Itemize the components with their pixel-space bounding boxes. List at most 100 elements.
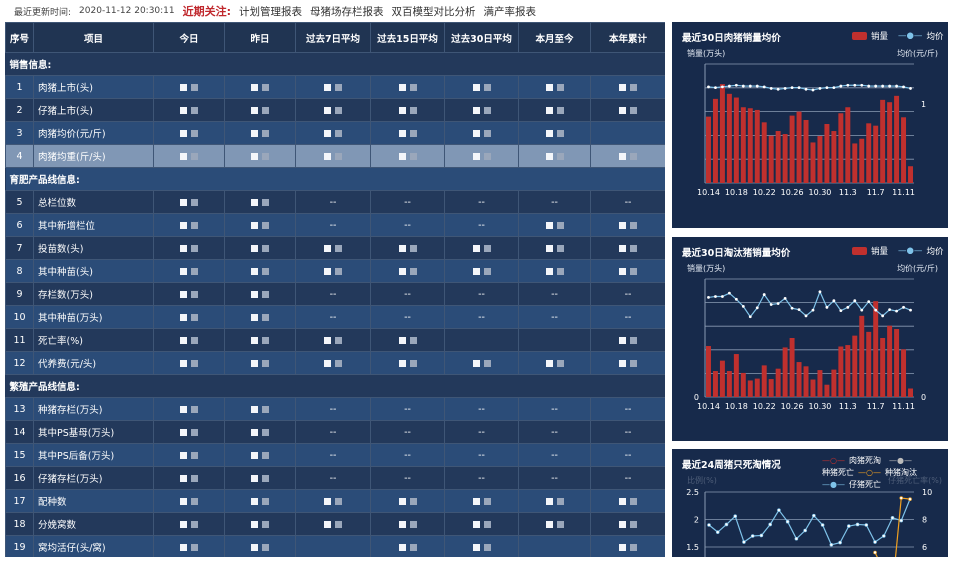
row-number: 12 [5,351,34,375]
masked-value-cell [224,328,296,352]
masked-value-cell [224,282,296,306]
masked-value-cell [153,75,225,99]
link-model-compare[interactable]: 双百模型对比分析 [391,5,476,18]
table-row[interactable]: 17 配种数 [5,489,665,513]
table-row[interactable]: 3 肉猪均价(元/斤) [5,121,665,145]
masked-value-cell [224,144,296,168]
bar [901,349,907,397]
table-row[interactable]: 12 代养费(元/头) [5,351,665,375]
masked-value-cell [224,443,296,467]
value-cell [518,535,591,557]
value-cell: -- [590,305,665,329]
masked-value-cell [295,144,371,168]
bar [873,125,879,183]
series-point [759,533,764,538]
value-cell: -- [590,397,665,421]
row-number: 2 [5,98,34,122]
chart-legend[interactable]: 销量 —●— 均价 [852,245,943,257]
column-header: 本月至今 [518,22,591,53]
masked-value-cell [295,98,371,122]
table-row[interactable]: 15 其中PS后备(万头) -- -- -- -- -- [5,443,665,467]
bar [894,329,900,397]
series-point [785,519,790,524]
section-row[interactable]: 繁殖产品线信息: [5,374,665,398]
price-point [853,299,857,303]
x-tick-label: 10.18 [725,402,748,411]
masked-value-cell [370,351,445,375]
masked-value-cell [295,351,371,375]
bar [712,98,718,183]
table-row[interactable]: 10 其中种苗(万头) -- -- -- -- -- [5,305,665,329]
masked-value-cell [370,489,445,513]
table-row[interactable]: 18 分娩窝数 [5,512,665,536]
bar [866,123,872,183]
bar [845,345,851,397]
table-row[interactable]: 11 死亡率(%) [5,328,665,352]
x-tick-label: 11.11 [892,402,915,411]
table-row[interactable]: 16 仔猪存栏(万头) -- -- -- -- -- [5,466,665,490]
masked-value-cell [590,512,665,536]
value-cell: -- [295,397,371,421]
row-item-name: 其中种苗(万头) [33,305,154,329]
bar [859,138,865,183]
link-plan-report[interactable]: 计划管理报表 [239,5,303,18]
table-row[interactable]: 7 投苗数(头) [5,236,665,260]
chart-legend[interactable]: 销量 —●— 均价 [852,30,943,42]
table-row[interactable]: 6 其中新增栏位 -- -- -- [5,213,665,237]
legend-label: 均价 [926,32,944,42]
value-cell: -- [590,420,665,444]
price-point [734,83,738,87]
value-cell: -- [518,190,591,214]
masked-value-cell [444,512,519,536]
value-cell [590,121,665,145]
value-cell: -- [370,443,445,467]
table-row[interactable]: 19 窝均活仔(头/窝) [5,535,665,557]
chart-legend[interactable]: —○— 肉猪死淘 —●— 种猪死亡 —○— 种猪淘汰 —●— 仔猪死亡 [822,455,947,490]
row-number: 5 [5,190,34,214]
updated-time: 2020-11-12 20:30:11 [79,6,175,16]
masked-value-cell [590,144,665,168]
bar [782,347,788,397]
price-point [860,83,864,87]
link-full-production-report[interactable]: 满产率报表 [483,5,537,18]
value-cell [518,328,591,352]
hog-sales-chart: 10.14 10.18 10.22 10.26 10.30 11.3 11.7 11.11 1 [697,63,926,197]
row-item-name: 代养费(元/头) [33,351,154,375]
value-cell: -- [444,420,519,444]
series-point [838,540,842,545]
masked-value-cell [295,328,371,352]
masked-value-cell [518,259,591,283]
table-row[interactable]: 14 其中PS基母(万头) -- -- -- -- -- [5,420,665,444]
table-row[interactable]: 2 仔猪上市(头) [5,98,665,122]
section-row[interactable]: 销售信息: [5,52,665,76]
section-row[interactable]: 育肥产品线信息: [5,167,665,191]
table-row[interactable]: 4 肉猪均重(斤/头) [5,144,665,168]
bar [761,122,767,183]
y-tick-label: 2.5 [686,488,699,497]
y-axis-label: 销量(万头) [687,264,726,273]
legend-hog-icon: —○— [822,456,845,465]
row-number: 16 [5,466,34,490]
row-number: 19 [5,535,34,557]
link-sow-inventory-report[interactable]: 母猪场存栏报表 [310,5,384,18]
legend-bar-swatch [852,32,867,40]
column-header: 项目 [33,22,154,53]
price-point [888,308,892,312]
table-row[interactable]: 8 其中种苗(头) [5,259,665,283]
price-point [846,305,850,309]
masked-value-cell [153,535,225,557]
table-row[interactable]: 5 总栏位数 -- -- -- -- -- [5,190,665,214]
table-row[interactable]: 9 存栏数(万头) -- -- -- -- -- [5,282,665,306]
masked-value-cell [153,328,225,352]
table-row[interactable]: 13 种猪存栏(万头) -- -- -- -- -- [5,397,665,421]
masked-value-cell [518,98,591,122]
row-number: 10 [5,305,34,329]
series-point [908,497,912,501]
legend-label: 销量 [871,247,889,257]
series-point [899,496,904,500]
masked-value-cell [370,236,445,260]
table-row[interactable]: 1 肉猪上市(头) [5,75,665,99]
masked-value-cell [518,512,591,536]
series-point [707,523,711,527]
value-cell: -- [590,190,665,214]
